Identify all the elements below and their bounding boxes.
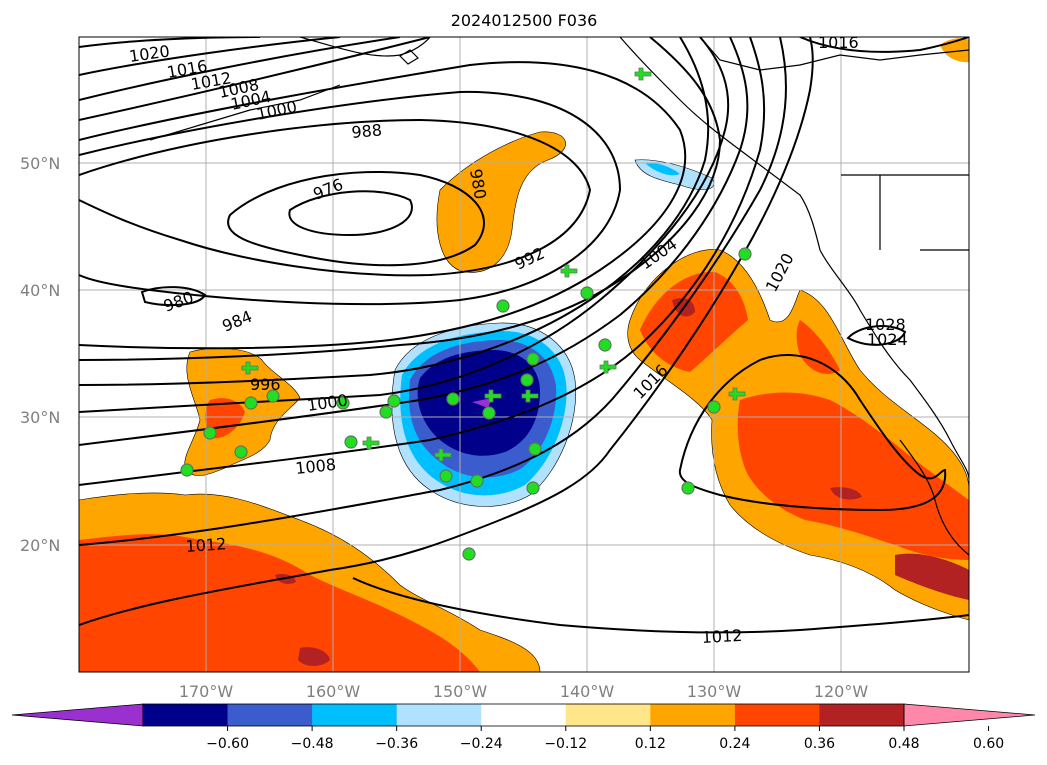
colorbar-tick-label: 0.36: [804, 736, 835, 752]
colorbar-segment: [481, 704, 567, 726]
map-gridlines: [79, 37, 969, 672]
coastlines: [149, 37, 969, 556]
colorbar-tick-label: −0.60: [206, 736, 249, 752]
colorbar-extend-max: [903, 703, 1036, 727]
colorbar-segment: [312, 704, 398, 726]
isobar-label: 1008: [294, 455, 336, 478]
lon-label: 120°W: [814, 682, 869, 701]
colorbar-tick-label: 0.60: [973, 736, 1004, 752]
lat-label: 30°N: [20, 408, 60, 427]
colorbar-frame: [142, 703, 905, 727]
lon-label: 170°W: [179, 682, 234, 701]
isobar-label: 1012: [185, 534, 227, 556]
isobar-label: 1024: [867, 330, 908, 349]
colorbar-tick-label: 0.12: [635, 736, 666, 752]
isobar-label: 1016: [818, 33, 859, 52]
isobar-label: 988: [351, 120, 383, 142]
lon-label: 160°W: [306, 682, 361, 701]
colorbar-tick-label: 0.48: [888, 736, 919, 752]
colorbar-tick-label: −0.12: [544, 736, 587, 752]
lat-label: 20°N: [20, 536, 60, 555]
map-frame: [78, 36, 970, 673]
lon-label: 150°W: [433, 682, 488, 701]
positive-anomaly-area-gulf: [436, 131, 566, 273]
longitude-labels: 170°W 160°W 150°W 140°W 130°W 120°W: [179, 682, 869, 701]
lat-label: 50°N: [20, 154, 60, 173]
colorbar-segment: [734, 704, 820, 726]
colorbar-segment: [143, 704, 229, 726]
colorbar-segment: [650, 704, 736, 726]
lon-label: 140°W: [560, 682, 615, 701]
isobar-label: 1012: [701, 626, 743, 647]
lon-label: 130°W: [687, 682, 742, 701]
isobar-contours: [79, 37, 969, 634]
colorbar-tick-label: 0.24: [719, 736, 750, 752]
colorbar-segment: [227, 704, 313, 726]
isobar-label: 1028: [865, 315, 906, 334]
isobar-label: 996: [250, 375, 281, 394]
colorbar-tick-label: −0.24: [460, 736, 503, 752]
colorbar-extend-min: [11, 703, 144, 727]
map-area: 1020 1016 1012 1008 1004 1000 988 976 98…: [79, 33, 969, 672]
lat-label: 40°N: [20, 281, 60, 300]
colorbar-segment: [565, 704, 651, 726]
colorbar-segment: [396, 704, 482, 726]
colorbar-segment: [819, 704, 905, 726]
colorbar: −0.60 −0.48 −0.36 −0.24 −0.12 0.12 0.24 0.36 0.4…: [11, 703, 1036, 752]
colorbar-tick-label: −0.48: [291, 736, 334, 752]
latitude-labels: 50°N 40°N 30°N 20°N: [20, 154, 60, 555]
colorbar-tick-label: −0.36: [375, 736, 418, 752]
map-title: 2024012500 F036: [451, 11, 598, 30]
station-markers: [180, 67, 752, 561]
